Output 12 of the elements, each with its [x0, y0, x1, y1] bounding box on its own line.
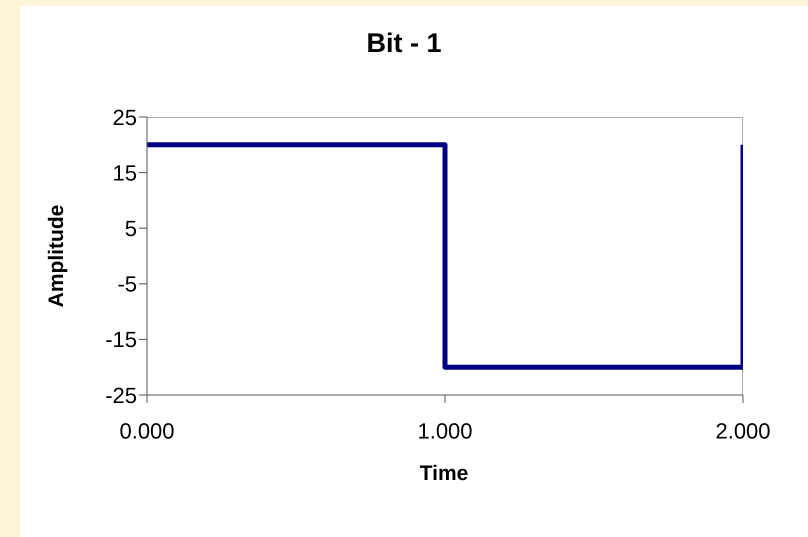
x-tick-label: 0.000	[119, 418, 175, 444]
y-tick-label: 25	[112, 104, 137, 130]
y-tick-label: -5	[117, 272, 137, 297]
y-tick-label: -15	[105, 327, 137, 352]
y-tick-label: 15	[112, 160, 137, 186]
y-axis-title: Amplitude	[45, 204, 69, 308]
y-tick-label: 5	[124, 216, 137, 242]
x-tick-label: 1.000	[417, 418, 473, 444]
x-tick-label: 2.000	[715, 418, 771, 444]
y-tick-label: -25	[105, 382, 137, 408]
x-axis-title: Time	[418, 462, 470, 486]
chart-title: Bit - 1	[365, 28, 442, 59]
